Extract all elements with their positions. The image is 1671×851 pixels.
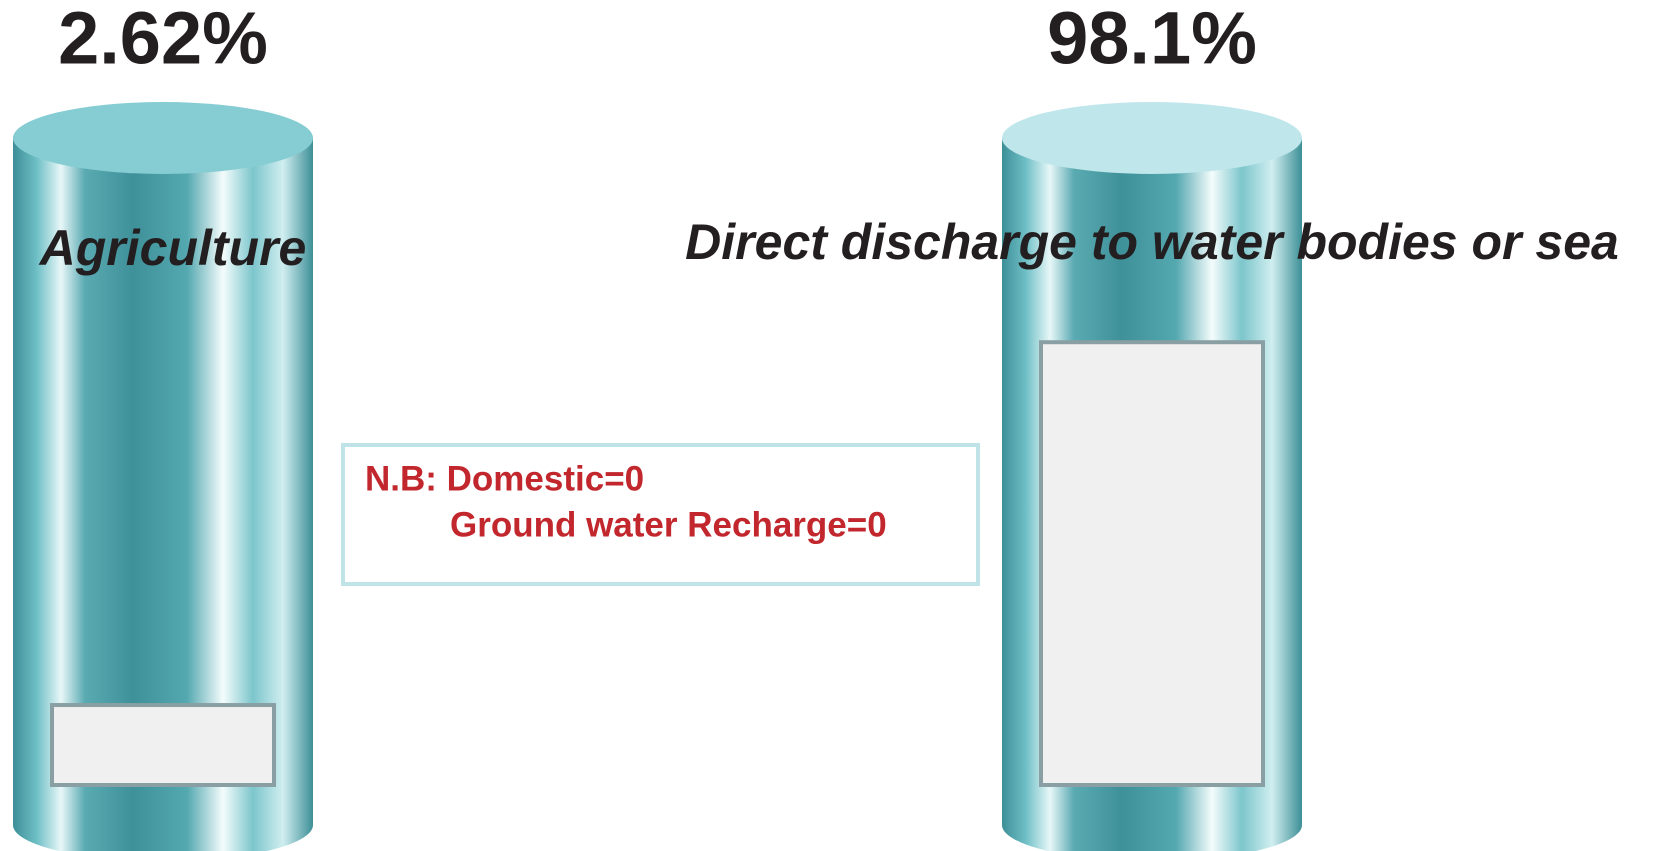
cylinder-top	[13, 102, 313, 174]
cylinder	[13, 138, 313, 851]
value-label: 2.62%	[58, 0, 268, 80]
note-line: N.B: Domestic=0	[365, 459, 644, 498]
bar	[50, 703, 276, 788]
category-label: Direct discharge to water bodies or sea	[685, 214, 1619, 270]
bar	[1039, 340, 1265, 787]
cylinder-top	[1002, 102, 1302, 174]
note-box	[341, 443, 980, 586]
value-label: 98.1%	[1047, 0, 1257, 80]
note-line: Ground water Recharge=0	[450, 505, 887, 544]
category-label: Agriculture	[38, 220, 307, 276]
